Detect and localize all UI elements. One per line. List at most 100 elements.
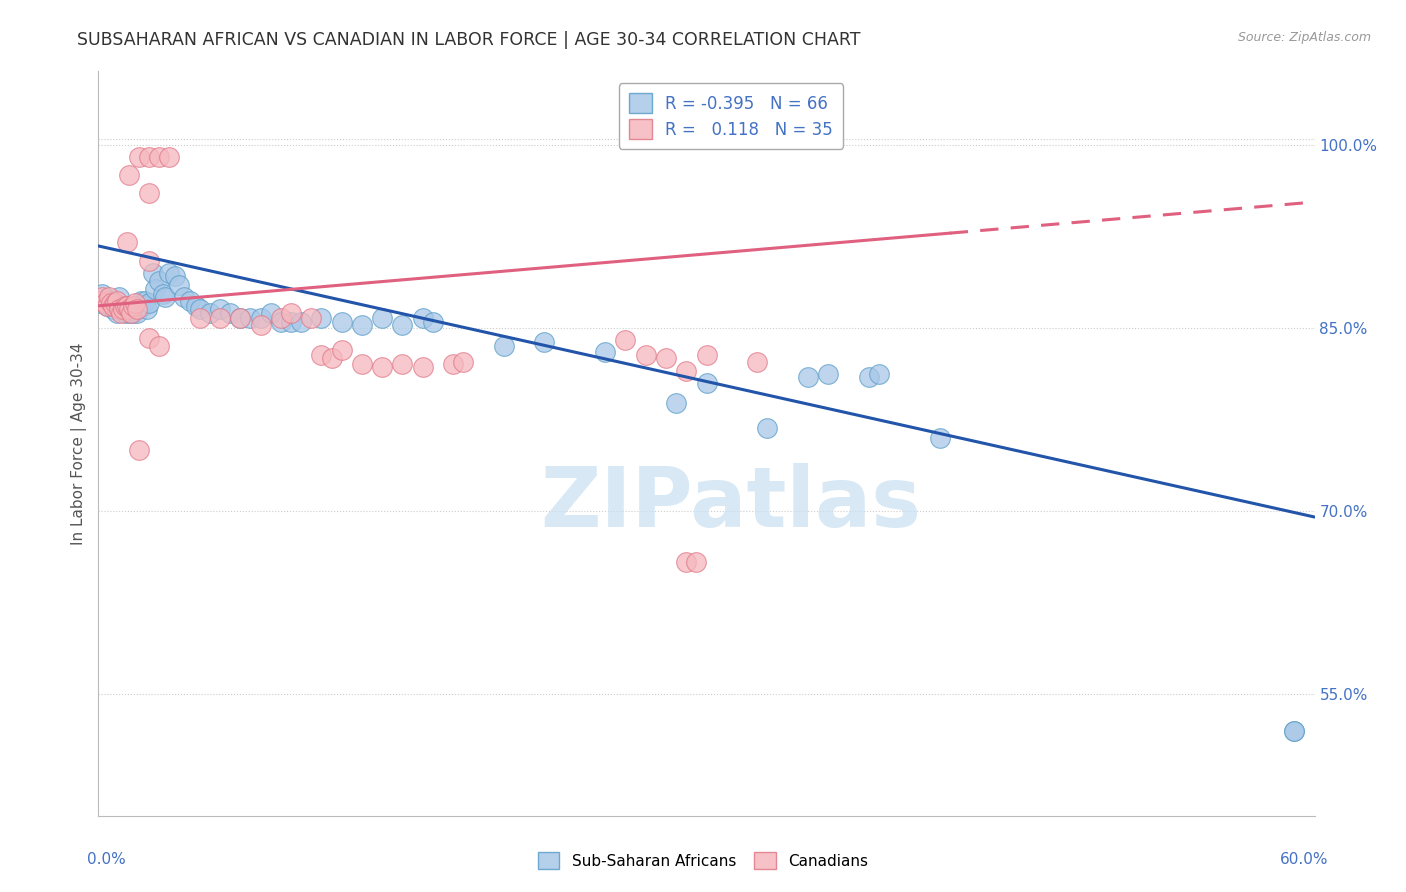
Point bbox=[101, 299, 124, 313]
Point bbox=[1284, 723, 1306, 738]
Text: 0.0%: 0.0% bbox=[87, 852, 127, 867]
Point bbox=[97, 293, 120, 308]
Point bbox=[101, 302, 124, 317]
Point bbox=[114, 299, 136, 313]
Point bbox=[696, 348, 718, 362]
Point bbox=[105, 306, 128, 320]
Point bbox=[928, 431, 950, 445]
Point bbox=[492, 339, 515, 353]
Point bbox=[270, 315, 292, 329]
Point bbox=[249, 311, 271, 326]
Point bbox=[188, 311, 211, 326]
Text: 60.0%: 60.0% bbox=[1281, 852, 1329, 867]
Point bbox=[260, 306, 283, 320]
Point bbox=[249, 318, 271, 333]
Point bbox=[675, 555, 697, 569]
Point bbox=[104, 296, 127, 310]
Point bbox=[756, 421, 779, 435]
Point bbox=[868, 367, 890, 381]
Point bbox=[173, 290, 195, 304]
Point bbox=[124, 302, 146, 317]
Point bbox=[104, 296, 127, 310]
Point bbox=[148, 274, 170, 288]
Point bbox=[209, 302, 232, 317]
Point bbox=[115, 299, 138, 313]
Point bbox=[412, 359, 434, 374]
Point bbox=[350, 318, 373, 333]
Point bbox=[209, 311, 232, 326]
Point bbox=[118, 168, 141, 182]
Point bbox=[122, 299, 145, 313]
Point bbox=[371, 311, 394, 326]
Point bbox=[229, 311, 252, 326]
Legend: R = -0.395   N = 66, R =   0.118   N = 35: R = -0.395 N = 66, R = 0.118 N = 35 bbox=[619, 84, 844, 149]
Point bbox=[118, 302, 141, 317]
Point bbox=[330, 315, 353, 329]
Point bbox=[152, 286, 174, 301]
Point bbox=[89, 296, 111, 310]
Point bbox=[107, 290, 129, 304]
Point bbox=[110, 302, 132, 317]
Point bbox=[96, 299, 118, 313]
Text: ZIPatlas: ZIPatlas bbox=[540, 463, 921, 544]
Point bbox=[157, 150, 180, 164]
Point bbox=[157, 266, 180, 280]
Point bbox=[148, 339, 170, 353]
Point bbox=[136, 302, 159, 317]
Point bbox=[89, 293, 111, 308]
Point bbox=[111, 299, 134, 313]
Point bbox=[290, 315, 312, 329]
Point bbox=[155, 290, 177, 304]
Point bbox=[91, 290, 114, 304]
Point bbox=[453, 355, 475, 369]
Point bbox=[93, 293, 115, 308]
Point bbox=[441, 358, 464, 372]
Point bbox=[614, 333, 637, 347]
Point bbox=[665, 396, 688, 410]
Point bbox=[198, 306, 221, 320]
Point bbox=[391, 358, 413, 372]
Text: SUBSAHARAN AFRICAN VS CANADIAN IN LABOR FORCE | AGE 30-34 CORRELATION CHART: SUBSAHARAN AFRICAN VS CANADIAN IN LABOR … bbox=[77, 31, 860, 49]
Text: Source: ZipAtlas.com: Source: ZipAtlas.com bbox=[1237, 31, 1371, 45]
Point bbox=[270, 311, 292, 326]
Point bbox=[280, 315, 302, 329]
Point bbox=[219, 306, 242, 320]
Point bbox=[817, 367, 839, 381]
Point bbox=[371, 359, 394, 374]
Point bbox=[97, 290, 120, 304]
Point bbox=[138, 186, 160, 201]
Point bbox=[412, 311, 434, 326]
Point bbox=[120, 302, 142, 317]
Legend: Sub-Saharan Africans, Canadians: Sub-Saharan Africans, Canadians bbox=[531, 846, 875, 875]
Point bbox=[107, 302, 129, 317]
Point bbox=[142, 266, 165, 280]
Point bbox=[128, 299, 150, 313]
Point bbox=[138, 253, 160, 268]
Point bbox=[125, 302, 148, 317]
Point bbox=[330, 343, 353, 357]
Point bbox=[118, 306, 141, 320]
Point bbox=[114, 306, 136, 320]
Point bbox=[93, 296, 115, 310]
Point bbox=[128, 442, 150, 457]
Point bbox=[125, 306, 148, 320]
Point bbox=[115, 235, 138, 250]
Point bbox=[797, 369, 820, 384]
Point bbox=[122, 306, 145, 320]
Point bbox=[747, 355, 769, 369]
Point bbox=[655, 351, 678, 366]
Point bbox=[685, 555, 707, 569]
Point bbox=[1284, 723, 1306, 738]
Point bbox=[138, 330, 160, 344]
Point bbox=[120, 306, 142, 320]
Point bbox=[311, 311, 333, 326]
Point bbox=[110, 306, 132, 320]
Point bbox=[280, 306, 302, 320]
Point bbox=[148, 150, 170, 164]
Point bbox=[143, 282, 166, 296]
Point bbox=[533, 335, 555, 350]
Point bbox=[179, 293, 201, 308]
Point bbox=[311, 348, 333, 362]
Point bbox=[675, 363, 697, 377]
Point bbox=[105, 293, 128, 308]
